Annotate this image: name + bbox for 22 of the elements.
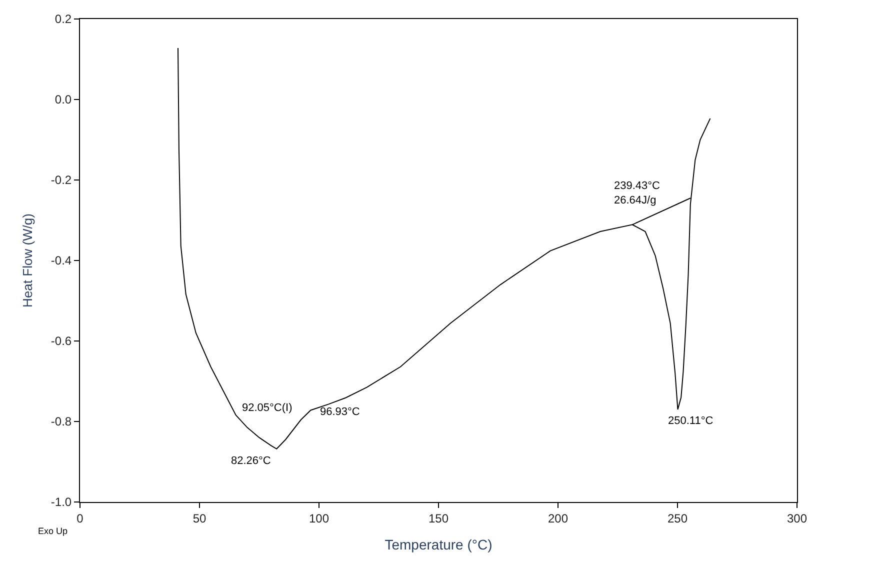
text: Exo Up — [38, 526, 68, 536]
annotation: 96.93°C — [320, 406, 360, 418]
x-tick-label: 50 — [192, 511, 206, 526]
y-tick-label: 0.2 — [54, 12, 72, 26]
y-tick-label: -0.8 — [50, 414, 72, 429]
x-tick-label: 100 — [308, 511, 330, 526]
x-tick-label: 0 — [76, 511, 84, 526]
annotation: 82.26°C — [231, 455, 271, 467]
x-tick-label: 300 — [786, 511, 808, 526]
x-tick-label: 250 — [667, 511, 688, 526]
x-axis-title: Temperature (°C) — [384, 536, 492, 553]
x-tick-label: 200 — [548, 511, 568, 526]
annotation: 92.05°C(I) — [242, 402, 292, 414]
y-axis-title: Heat Flow (W/g) — [20, 214, 35, 308]
y-tick-label: -0.6 — [50, 334, 72, 348]
y-tick-label: -1.0 — [50, 495, 72, 510]
annotation: 250.11°C — [668, 415, 714, 427]
annotation: 239.43°C 26.64J/g — [614, 180, 660, 206]
y-tick-label: -0.2 — [50, 173, 72, 188]
x-tick-label: 150 — [428, 511, 449, 526]
y-tick-label: 0.0 — [54, 92, 72, 107]
y-tick-label: -0.4 — [50, 254, 72, 268]
